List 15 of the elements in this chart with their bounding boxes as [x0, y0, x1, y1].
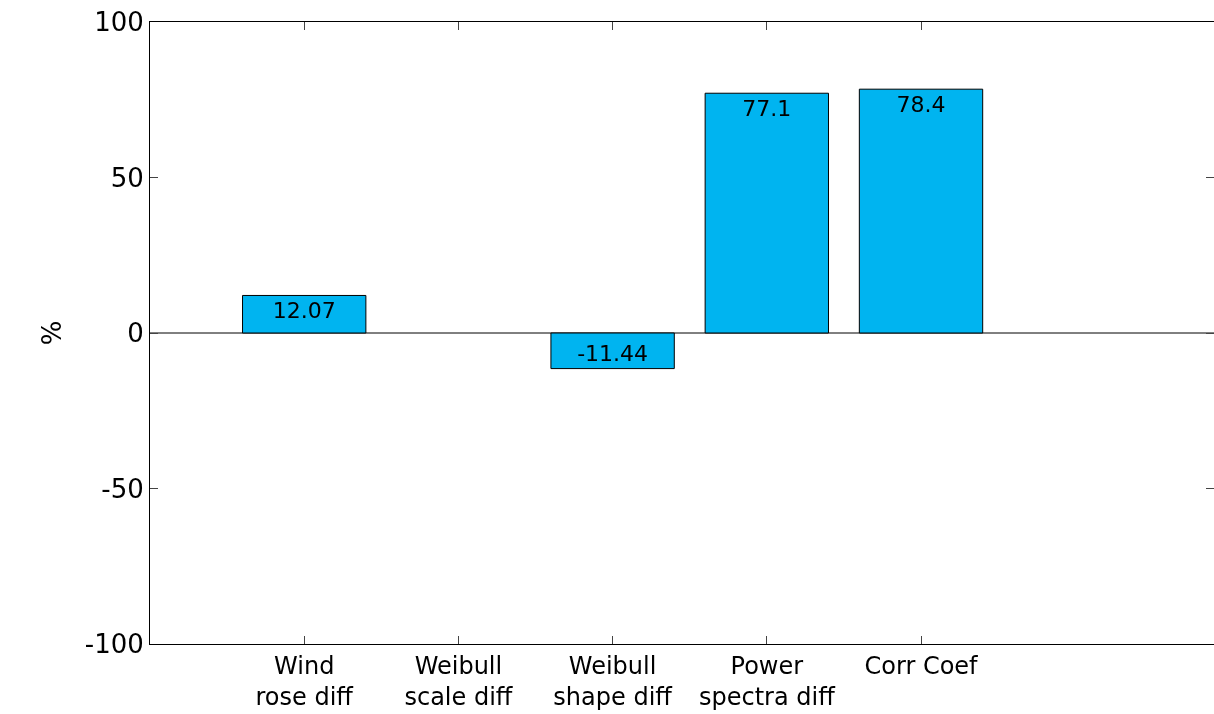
y-tick-label: -100: [84, 629, 144, 660]
data-label: 77.1: [742, 96, 792, 122]
y-tick-label: -50: [101, 473, 144, 504]
x-tick-label: Weibull scale diff: [404, 651, 513, 711]
data-label: -11.44: [577, 340, 649, 366]
y-axis-title: %: [37, 320, 68, 346]
y-tick-label: 100: [94, 7, 144, 38]
y-tick-label: 0: [127, 318, 144, 349]
x-tick-label: Corr Coef: [864, 651, 979, 680]
x-tick-label: Power spectra diff: [698, 651, 836, 711]
x-tick-label: Weibull shape diff: [553, 651, 673, 711]
data-label: 78.4: [896, 92, 946, 118]
data-label: 12.07: [272, 298, 336, 324]
y-tick-label: 50: [110, 162, 144, 193]
x-tick-label: Wind rose diff: [255, 651, 354, 711]
